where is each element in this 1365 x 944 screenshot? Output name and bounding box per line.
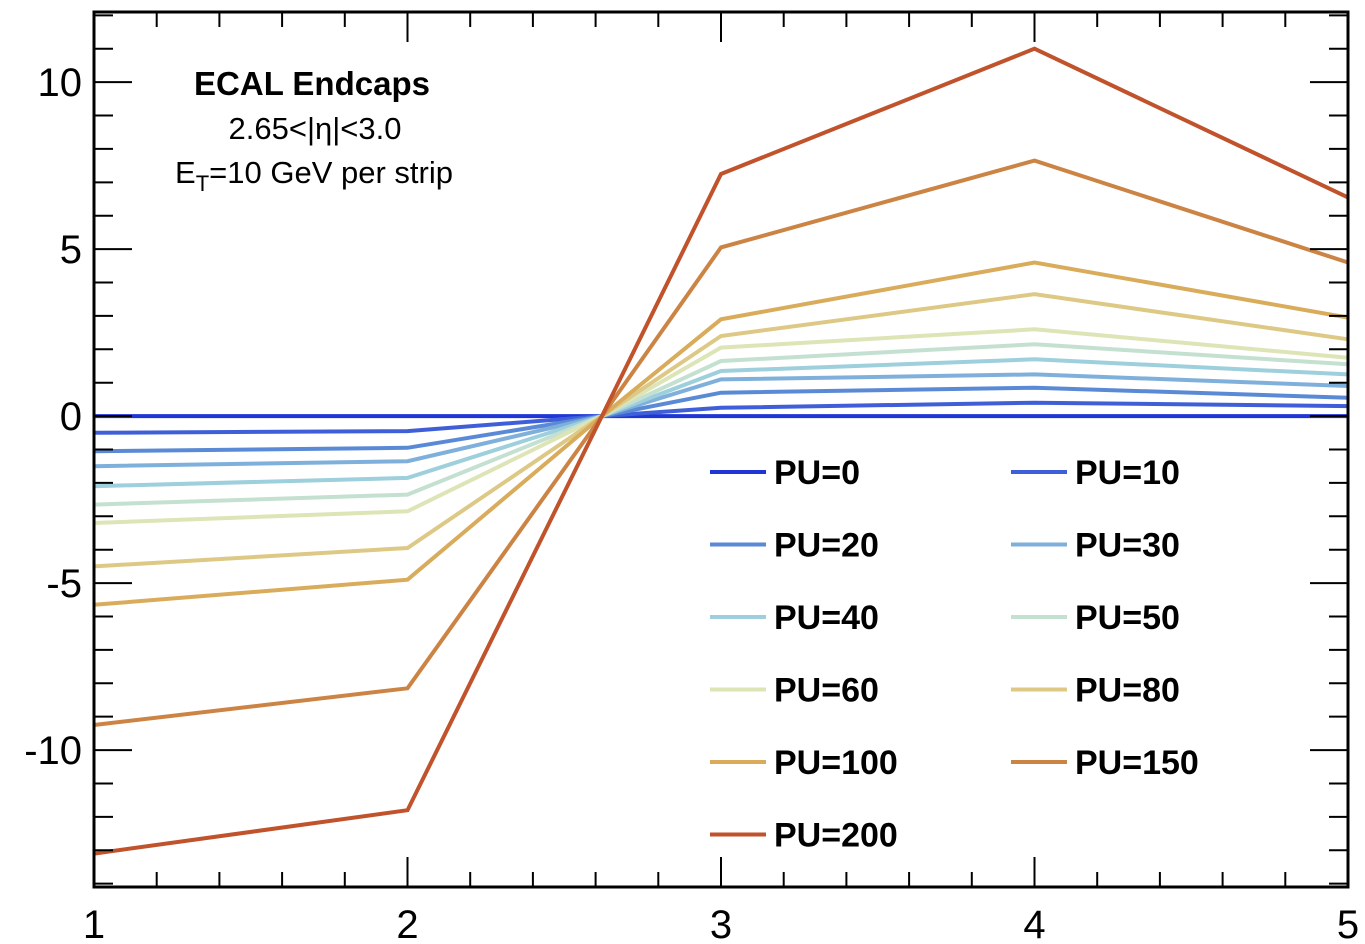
- series-line-pu-150: [93, 158, 1349, 727]
- legend-item: PU=100: [710, 744, 898, 782]
- y-tick-label: 5: [60, 228, 82, 272]
- legend-label: PU=200: [774, 817, 898, 855]
- legend-label: PU=0: [774, 454, 860, 492]
- legend-label: PU=100: [774, 744, 898, 782]
- legend-item: PU=40: [710, 599, 879, 637]
- annotation-block: ECAL Endcaps 2.65<|η|<3.0 ET=10 GeV per …: [175, 65, 453, 196]
- legend-item: PU=80: [1011, 672, 1180, 710]
- legend: PU=0 PU=10 PU=20 PU=30 PU=40 PU=50 PU=60 PU=80 P…: [710, 454, 1199, 855]
- legend-item: PU=10: [1011, 454, 1180, 492]
- legend-label: PU=50: [1075, 599, 1180, 637]
- legend-label: PU=60: [774, 672, 879, 710]
- series-line-pu-20: [93, 385, 1349, 454]
- y-tick-label: 10: [38, 61, 83, 105]
- series-line-pu-100: [93, 260, 1349, 607]
- legend-item: PU=150: [1011, 744, 1199, 782]
- legend-label: PU=80: [1075, 672, 1180, 710]
- y-tick-label: -5: [46, 562, 82, 606]
- x-tick-label: 4: [1023, 903, 1045, 944]
- axis-ticks: 1 2 3 4 5 -10 -5 0 5 10: [24, 12, 1359, 944]
- legend-label: PU=10: [1075, 454, 1180, 492]
- annotation-et-sub: T: [196, 171, 209, 196]
- legend-item: PU=30: [1011, 527, 1180, 565]
- legend-label: PU=20: [774, 527, 879, 565]
- y-tick-label: 0: [60, 395, 82, 439]
- annotation-eta-range: 2.65<|η|<3.0: [229, 111, 402, 146]
- series-line-pu-40: [93, 357, 1349, 489]
- series-line-pu-30: [93, 372, 1349, 469]
- series-line-pu-10: [93, 400, 1349, 435]
- legend-label: PU=40: [774, 599, 879, 637]
- legend-item: PU=60: [710, 672, 879, 710]
- legend-item: PU=200: [710, 817, 898, 855]
- x-tick-label: 2: [396, 903, 418, 944]
- series-layer: [93, 46, 1349, 856]
- series-line-pu-80: [93, 292, 1349, 569]
- series-line-pu-200: [93, 46, 1349, 856]
- x-tick-label: 5: [1337, 903, 1359, 944]
- series-line-pu-50: [93, 342, 1349, 507]
- legend-label: PU=150: [1075, 744, 1199, 782]
- annotation-et-main: E: [175, 155, 196, 190]
- annotation-title: ECAL Endcaps: [194, 65, 430, 102]
- x-tick-label: 3: [710, 903, 732, 944]
- legend-item: PU=20: [710, 527, 879, 565]
- x-tick-label: 1: [83, 903, 105, 944]
- legend-item: PU=50: [1011, 599, 1180, 637]
- series-line-pu-60: [93, 327, 1349, 525]
- y-tick-label: -10: [24, 729, 82, 773]
- annotation-et: ET=10 GeV per strip: [175, 155, 453, 196]
- legend-label: PU=30: [1075, 527, 1180, 565]
- legend-item: PU=0: [710, 454, 860, 492]
- annotation-et-rest: =10 GeV per strip: [209, 155, 453, 190]
